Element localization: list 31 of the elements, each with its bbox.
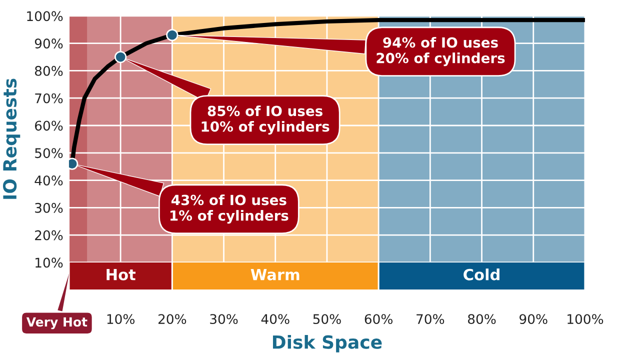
- band-label: Very Hot: [26, 317, 88, 330]
- x-tick-label: 100%: [568, 314, 604, 324]
- y-axis-title: IO Requests: [2, 78, 20, 199]
- x-tick-label: 50%: [313, 314, 341, 324]
- y-tick-label: 40%: [34, 175, 63, 186]
- band-label: Cold: [464, 268, 500, 280]
- annotation: 94% of IO uses 20% of cylinders: [376, 36, 505, 66]
- y-tick-label: 60%: [35, 120, 63, 131]
- x-tick-label: 30%: [210, 314, 238, 324]
- y-tick-label: 20%: [35, 230, 63, 240]
- y-tick-label: 30%: [35, 202, 63, 213]
- x-tick-label: 40%: [261, 314, 290, 324]
- y-tick-label: 70%: [35, 93, 63, 104]
- y-tick-label: 50%: [35, 148, 63, 158]
- band-label: Hot: [106, 269, 136, 280]
- x-tick-label: 10%: [107, 314, 135, 324]
- band-label: Warm: [250, 269, 300, 280]
- point: [114, 50, 127, 64]
- y-tick-label: 80%: [34, 66, 63, 76]
- x-tick-label: 80%: [468, 314, 496, 324]
- y-tick-label: 10%: [36, 258, 63, 268]
- x-tick-label: 20%: [158, 314, 186, 324]
- y-tick-label: 100%: [27, 11, 63, 22]
- point: [166, 29, 178, 42]
- x-tick-label: 90%: [520, 314, 548, 324]
- annotation: 43% of IO uses 1% of cylinders: [170, 194, 288, 224]
- annotation: 85% of IO uses 10% of cylinders: [202, 105, 330, 135]
- x-tick-label: 70%: [416, 314, 444, 324]
- x-axis-title: Disk Space: [272, 334, 382, 352]
- y-tick-label: 90%: [34, 38, 63, 49]
- x-tick-label: 60%: [364, 314, 393, 324]
